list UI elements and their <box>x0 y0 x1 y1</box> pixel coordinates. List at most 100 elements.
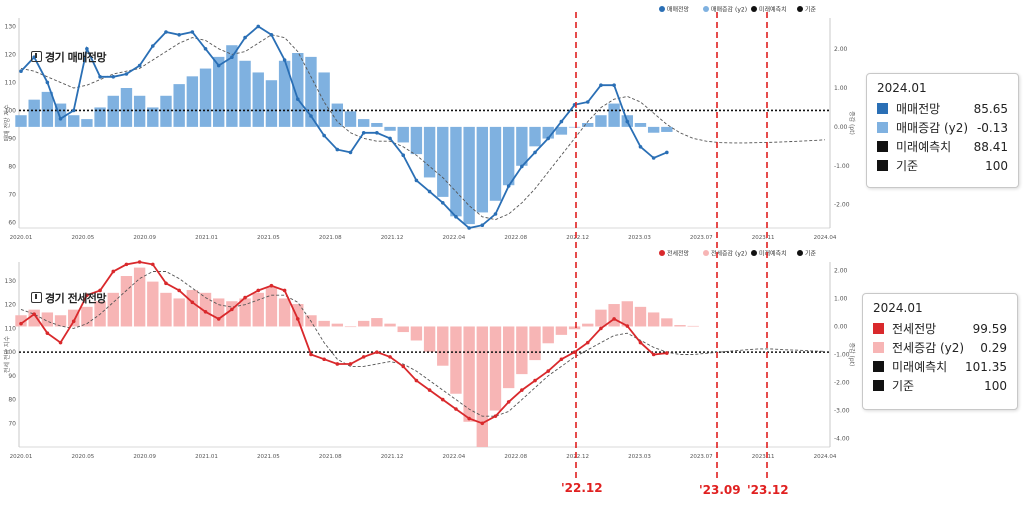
chart2-point <box>506 400 511 404</box>
chart1-point <box>203 47 208 51</box>
chart2-bar <box>476 326 489 447</box>
chart1-bar <box>213 56 225 127</box>
chart2-point <box>493 414 498 418</box>
chart2-bar <box>331 323 344 327</box>
chart2-point <box>137 260 142 264</box>
chart2-y2-tick-label: 1.00 <box>834 295 848 302</box>
chart2-point <box>651 352 656 357</box>
chart1-bar <box>423 126 436 178</box>
chart1-bar <box>15 115 27 127</box>
chart1-bar <box>28 99 40 127</box>
chart1-bar <box>265 80 278 127</box>
chart1-point <box>269 33 274 37</box>
chart2-bar <box>292 304 304 327</box>
chart1-x-tick-label: 2021.08 <box>319 235 342 241</box>
chart2-y-tick-label: 120 <box>5 302 17 309</box>
chart2-point <box>335 362 340 366</box>
chart2-bar <box>450 326 462 394</box>
chart1-point <box>638 145 643 149</box>
chart1-point <box>375 131 379 135</box>
chart1-y2-tick-label: 2.00 <box>834 46 848 53</box>
chart2-x-tick-label: 2022.04 <box>443 454 466 460</box>
chart1-point <box>559 119 564 124</box>
chart1-bar <box>292 53 304 127</box>
tooltip-row: 매매증감 (y2) -0.13 <box>877 118 1008 137</box>
chart2-legend-item: 전세전망 <box>667 250 690 258</box>
chart2-point <box>480 421 485 426</box>
annotation-label: '22.12 <box>561 481 603 495</box>
chart2-point <box>665 351 669 355</box>
chart1-point <box>282 58 287 62</box>
chart2-x-tick-label: 2021.08 <box>319 454 342 460</box>
swatch-baseline <box>877 160 888 171</box>
chart2-bar <box>529 326 541 361</box>
chart2-bar <box>278 298 291 327</box>
chart2-bar <box>516 326 528 375</box>
swatch-baseline <box>873 380 884 391</box>
chart2-bar <box>54 315 67 327</box>
chart2-point <box>467 416 471 421</box>
chart1-bar <box>397 126 409 143</box>
chart2-bar <box>239 298 251 327</box>
chart2-x-tick-label: 2022.12 <box>566 454 589 460</box>
tooltip-date: 2024.01 <box>873 301 923 315</box>
chart1-bar <box>344 111 357 127</box>
chart2-point <box>401 364 406 369</box>
chart1-point <box>164 30 168 34</box>
chart1-x-tick-label: 2022.08 <box>504 235 527 241</box>
chart2-y-tick-label: 90 <box>8 373 16 380</box>
chart2-bar <box>226 301 238 327</box>
chart1-title-text: 경기 매매전망 <box>45 51 107 64</box>
chart1-bar <box>529 126 541 147</box>
chart1-point <box>520 164 524 169</box>
chart2-forecast-line <box>20 271 826 417</box>
chart1-bar <box>384 126 396 131</box>
chart1-legend-dot <box>797 6 803 12</box>
chart2-bar <box>120 276 133 327</box>
chart2-point <box>230 307 234 312</box>
chart2-point <box>625 324 630 328</box>
chart1-y2label: 증감 (pt) <box>848 111 855 135</box>
chart1-y-tick-label: 130 <box>5 23 17 30</box>
chart1-bar <box>239 60 251 127</box>
chart2-bar <box>357 320 370 327</box>
tooltip-value: 0.29 <box>980 340 1007 355</box>
chart1-bar <box>661 126 673 132</box>
chart2-bar <box>133 267 146 327</box>
chart2-point <box>19 321 23 326</box>
chart2-y2-tick-label: -2.00 <box>834 380 850 387</box>
chart2-bar <box>199 292 212 327</box>
chart1-bar <box>371 123 383 127</box>
chart1-point <box>493 212 498 216</box>
tooltip-row: 미래예측치 101.35 <box>873 357 1007 376</box>
chart1-bar <box>41 91 54 127</box>
chart2-bar <box>555 326 568 335</box>
chart1-legend-item: 매매증감 (y2) <box>711 6 747 14</box>
chart2-bar <box>397 326 409 333</box>
chart2-bar <box>15 315 27 327</box>
chart1-point <box>295 97 300 101</box>
chart2-bar <box>489 326 502 411</box>
chart1-point <box>546 136 551 141</box>
chart2-bar <box>582 323 594 327</box>
chart2-point <box>256 288 261 293</box>
chart1-title: 경기 매매전망 <box>31 49 107 65</box>
chart1-y-tick-label: 80 <box>8 163 16 170</box>
chart1-point <box>599 83 603 87</box>
chart1-point <box>361 131 366 135</box>
chart2-point <box>533 378 537 383</box>
chart1-point <box>414 178 419 183</box>
chart1-point <box>585 100 590 104</box>
chart1-bar <box>54 103 67 127</box>
chart1-bar <box>81 119 93 127</box>
swatch-forecast <box>877 141 888 152</box>
chart2-y2-tick-label: 2.00 <box>834 267 848 274</box>
chart1-bar <box>357 119 370 127</box>
chart1-point <box>256 24 261 29</box>
chart2-point <box>375 350 379 354</box>
chart1-forecast-line <box>20 34 826 221</box>
tooltip-row: 전세증감 (y2) 0.29 <box>873 338 1007 357</box>
chart2-bar <box>634 306 647 327</box>
chart2-bar <box>502 326 515 389</box>
chart2-x-tick-label: 2020.05 <box>71 454 94 460</box>
